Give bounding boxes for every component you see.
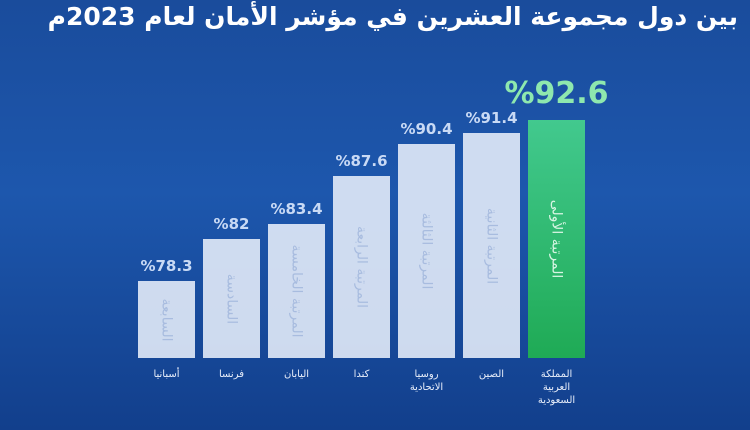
value-label: %91.4 <box>465 109 518 128</box>
category-label: روسيا الاتحادية <box>409 369 444 393</box>
bar: السادسة <box>203 239 260 358</box>
category-label: فرنسا <box>218 369 245 380</box>
rank-label: المرتبة الخامسة <box>288 244 305 338</box>
bar: المرتبة الثالثة <box>398 144 455 358</box>
category-label: الصين <box>478 369 505 380</box>
rank-label: المرتبة الثانية <box>483 207 500 284</box>
rank-label: السابعة <box>158 298 175 342</box>
chart-title: بين دول مجموعة العشرين في مؤشر الأمان لع… <box>47 2 738 31</box>
bar: المرتبة الخامسة <box>268 223 325 358</box>
category-label: كندا <box>353 369 370 380</box>
rank-label: المرتبة الثالثة <box>418 212 435 290</box>
value-label: %78.3 <box>140 257 193 276</box>
category-label: اليابان <box>283 369 310 380</box>
bar: المرتبة الأولى <box>528 119 585 358</box>
rank-label: المرتبة الأولى <box>548 199 565 279</box>
value-label: %92.6 <box>504 75 609 111</box>
rank-label: المرتبة الرابعة <box>353 226 370 308</box>
value-label: %82 <box>213 215 250 234</box>
value-label: %83.4 <box>270 199 323 218</box>
bar: المرتبة الرابعة <box>333 176 390 358</box>
rank-label: السادسة <box>223 273 240 324</box>
value-label: %87.6 <box>335 152 388 171</box>
value-label: %90.4 <box>400 120 453 139</box>
category-label: أسبانيا <box>153 369 180 380</box>
bar: السابعة <box>138 281 195 358</box>
category-label: المملكة العربية السعودية <box>537 369 576 406</box>
bar: المرتبة الثانية <box>463 133 520 358</box>
